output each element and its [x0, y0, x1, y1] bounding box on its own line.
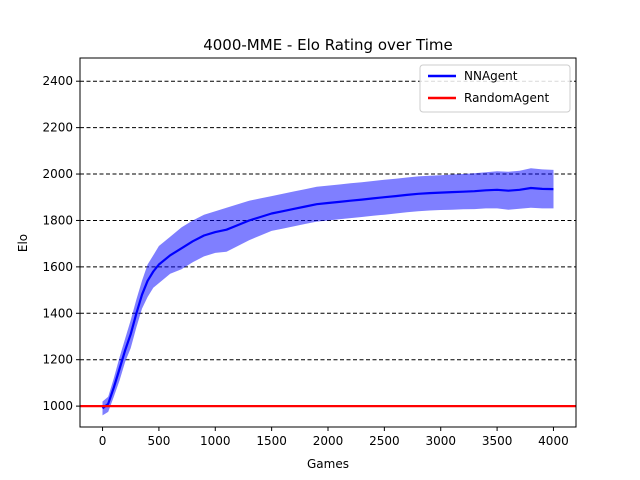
x-tick-label-4000: 4000 — [538, 434, 569, 448]
grid-lines — [80, 80, 576, 407]
series-line-nnagent — [101, 186, 554, 410]
x-tick-label-1500: 1500 — [256, 434, 287, 448]
x-axis-ticks: 0 500 1000 1500 2000 2500 3000 3500 4000 — [99, 427, 569, 448]
x-tick-label-1000: 1000 — [200, 434, 231, 448]
legend-box — [419, 64, 571, 113]
series-line-layer — [80, 186, 576, 410]
y-tick-label-2400: 2400 — [42, 74, 73, 88]
x-tick-label-2000: 2000 — [313, 434, 344, 448]
y-axis-label: Elo — [16, 234, 30, 252]
legend: NNAgent RandomAgent — [419, 64, 571, 113]
y-tick-label-1600: 1600 — [42, 260, 73, 274]
x-tick-label-500: 500 — [147, 434, 170, 448]
y-tick-label-1000: 1000 — [42, 399, 73, 413]
y-tick-label-1200: 1200 — [42, 353, 73, 367]
x-axis-label: Games — [307, 457, 349, 471]
plot-area-frame — [79, 57, 577, 428]
y-tick-label-1400: 1400 — [42, 306, 73, 320]
legend-label-nnagent: NNAgent — [464, 69, 518, 83]
band-nnagent — [102, 168, 554, 416]
y-tick-label-2200: 2200 — [42, 121, 73, 135]
y-tick-label-1800: 1800 — [42, 213, 73, 227]
x-tick-label-0: 0 — [99, 434, 107, 448]
x-tick-label-2500: 2500 — [369, 434, 400, 448]
x-tick-label-3000: 3000 — [425, 434, 456, 448]
y-axis-ticks: 1000 1200 1400 1600 1800 2000 2200 2400 — [42, 74, 80, 413]
legend-label-randomagent: RandomAgent — [464, 91, 549, 105]
confidence-band-layer — [102, 168, 554, 416]
x-tick-label-3500: 3500 — [482, 434, 513, 448]
chart-title: 4000-MME - Elo Rating over Time — [203, 36, 453, 54]
y-tick-label-2000: 2000 — [42, 167, 73, 181]
